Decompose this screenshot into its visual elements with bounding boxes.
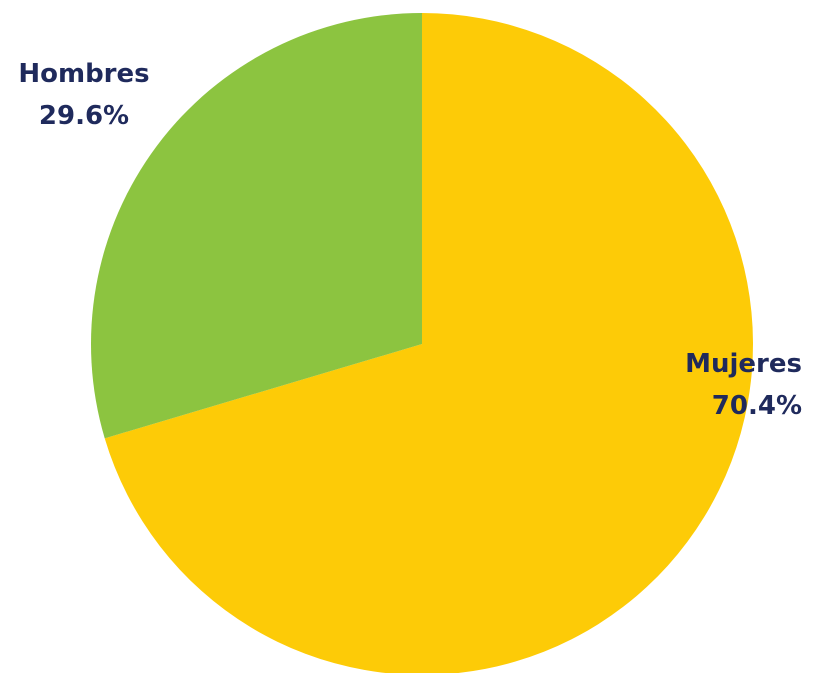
pie-labels: Mujeres 70.4% Hombres 29.6%: [18, 59, 802, 421]
pie-slice-mujeres: [104, 13, 753, 673]
slice-label-hombres: Hombres: [18, 59, 149, 89]
slice-value-hombres: 29.6%: [39, 101, 129, 131]
pie-slice-hombres: [91, 13, 422, 439]
slice-label-mujeres: Mujeres: [685, 349, 802, 379]
slice-value-mujeres: 70.4%: [712, 391, 802, 421]
pie-slices: [91, 13, 753, 673]
